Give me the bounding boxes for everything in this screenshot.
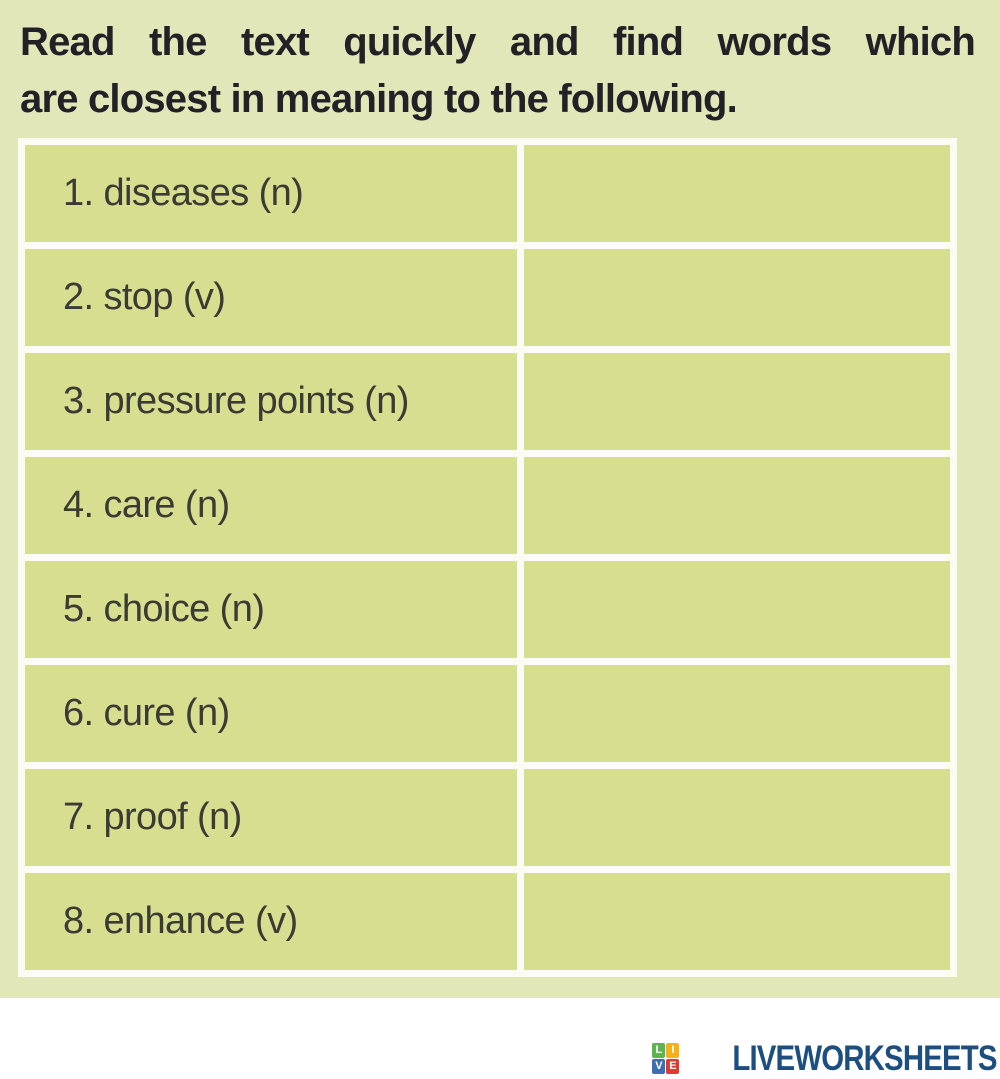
term-cell: 3. pressure points (n) bbox=[25, 353, 517, 450]
answer-cell[interactable] bbox=[524, 145, 950, 242]
table-row: 3. pressure points (n) bbox=[25, 353, 950, 450]
term-label: 2. stop (v) bbox=[63, 276, 226, 318]
logo-square-l: L bbox=[652, 1043, 666, 1058]
worksheet-green-area: Read the text quickly and find words whi… bbox=[0, 0, 1000, 998]
table-row: 6. cure (n) bbox=[25, 665, 950, 762]
term-cell: 4. care (n) bbox=[25, 457, 517, 554]
term-cell: 8. enhance (v) bbox=[25, 873, 517, 970]
term-cell: 7. proof (n) bbox=[25, 769, 517, 866]
answer-cell[interactable] bbox=[524, 769, 950, 866]
answer-cell[interactable] bbox=[524, 665, 950, 762]
term-label: 4. care (n) bbox=[63, 484, 230, 526]
answer-cell[interactable] bbox=[524, 873, 950, 970]
term-cell: 6. cure (n) bbox=[25, 665, 517, 762]
exercise-instructions: Read the text quickly and find words whi… bbox=[0, 0, 1000, 128]
term-label: 8. enhance (v) bbox=[63, 900, 298, 942]
answer-cell[interactable] bbox=[524, 457, 950, 554]
logo-square-i: I bbox=[666, 1043, 680, 1058]
logo-square-e: E bbox=[666, 1059, 680, 1074]
answer-cell[interactable] bbox=[524, 561, 950, 658]
liveworksheets-logo-text: LIVEWORKSHEETS bbox=[732, 1039, 998, 1078]
term-cell: 5. choice (n) bbox=[25, 561, 517, 658]
vocabulary-table: 1. diseases (n) 2. stop (v) 3. pressure … bbox=[18, 138, 957, 977]
instructions-line-1: Read the text quickly and find words whi… bbox=[20, 20, 976, 64]
instructions-line-2: are closest in meaning to the following. bbox=[20, 77, 738, 121]
term-label: 5. choice (n) bbox=[63, 588, 265, 630]
table-row: 4. care (n) bbox=[25, 457, 950, 554]
table-row: 5. choice (n) bbox=[25, 561, 950, 658]
answer-cell[interactable] bbox=[524, 353, 950, 450]
term-label: 1. diseases (n) bbox=[63, 172, 304, 214]
term-label: 3. pressure points (n) bbox=[63, 380, 409, 422]
table-row: 8. enhance (v) bbox=[25, 873, 950, 970]
logo-square-v: V bbox=[652, 1059, 666, 1074]
answer-cell[interactable] bbox=[524, 249, 950, 346]
term-cell: 1. diseases (n) bbox=[25, 145, 517, 242]
term-label: 7. proof (n) bbox=[63, 796, 242, 838]
term-cell: 2. stop (v) bbox=[25, 249, 517, 346]
term-label: 6. cure (n) bbox=[63, 692, 230, 734]
table-row: 2. stop (v) bbox=[25, 249, 950, 346]
table-row: 7. proof (n) bbox=[25, 769, 950, 866]
table-row: 1. diseases (n) bbox=[25, 145, 950, 242]
